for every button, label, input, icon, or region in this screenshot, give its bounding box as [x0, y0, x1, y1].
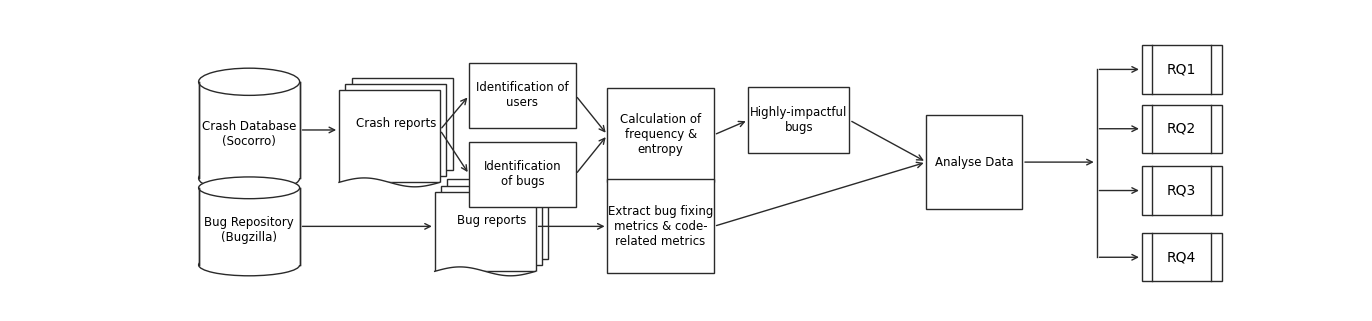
Bar — [926, 115, 1022, 209]
Text: Extract bug fixing
metrics & code-
related metrics: Extract bug fixing metrics & code- relat… — [608, 205, 713, 248]
Text: Crash reports: Crash reports — [355, 117, 436, 130]
Bar — [351, 78, 453, 170]
Bar — [1142, 233, 1221, 282]
Bar — [435, 192, 535, 271]
Bar — [608, 179, 713, 273]
Text: Bug reports: Bug reports — [457, 214, 527, 227]
Bar — [199, 82, 299, 178]
Ellipse shape — [199, 254, 299, 276]
Bar — [1142, 166, 1221, 215]
Ellipse shape — [199, 177, 299, 199]
Text: RQ2: RQ2 — [1168, 122, 1196, 136]
Bar — [199, 188, 299, 265]
Bar — [469, 142, 576, 207]
Text: RQ4: RQ4 — [1168, 250, 1196, 264]
Bar — [440, 186, 542, 265]
Bar — [447, 179, 549, 259]
Bar — [608, 88, 713, 182]
Text: Bug Repository
(Bugzilla): Bug Repository (Bugzilla) — [204, 216, 294, 244]
Text: RQ3: RQ3 — [1168, 184, 1196, 197]
Text: Identification
of bugs: Identification of bugs — [483, 160, 561, 188]
Text: Identification of
users: Identification of users — [476, 81, 569, 109]
Bar — [469, 63, 576, 127]
Text: Calculation of
frequency &
entropy: Calculation of frequency & entropy — [620, 113, 701, 156]
Bar — [339, 90, 440, 182]
Text: Crash Database
(Socorro): Crash Database (Socorro) — [202, 120, 296, 148]
Bar — [1142, 45, 1221, 93]
Bar — [346, 84, 446, 176]
Text: Highly-impactful
bugs: Highly-impactful bugs — [750, 106, 848, 134]
Ellipse shape — [199, 165, 299, 192]
Bar — [1142, 105, 1221, 153]
Ellipse shape — [199, 68, 299, 95]
Text: RQ1: RQ1 — [1168, 62, 1196, 76]
Bar — [748, 87, 849, 153]
Text: Analyse Data: Analyse Data — [934, 156, 1014, 169]
